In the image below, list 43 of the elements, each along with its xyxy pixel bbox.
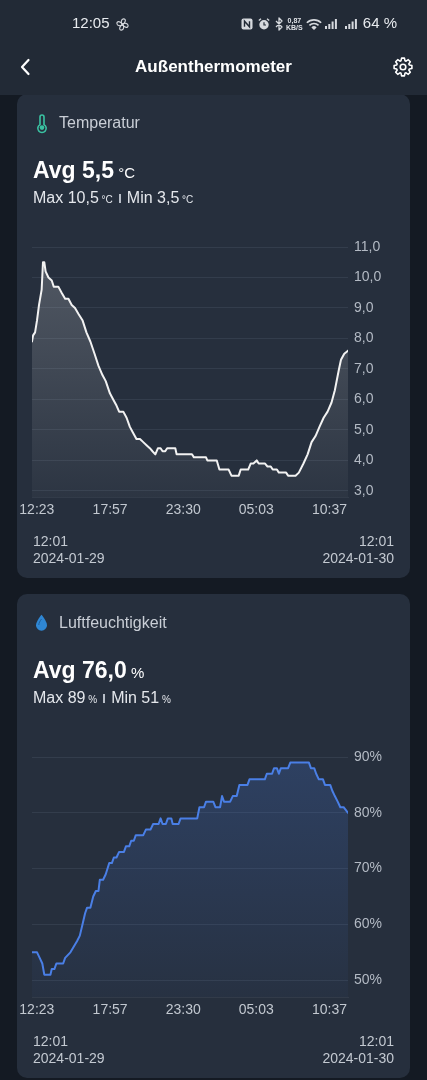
x-tick-label: 05:03 [238,1001,274,1018]
y-tick-label: 70% [354,859,383,876]
y-tick-label: 7,0 [354,359,374,376]
text: 12:01 [358,532,394,550]
text: 12:05 [72,14,110,32]
text: Min 51 % [111,689,171,706]
text: Avg 76,0 % [33,657,145,683]
x-tick-label: 10:37 [312,1001,348,1018]
y-tick-label: 9,0 [354,298,374,315]
text: Außenthermometer [134,57,293,78]
y-tick-label: 10,0 [354,268,382,285]
text: 64 % [362,14,397,32]
y-tick-label: 4,0 [354,451,374,468]
text: Max 89 % [33,689,98,706]
text: 12:01 [33,532,69,550]
text: 2024-01-29 [33,1049,105,1067]
y-tick-label: 8,0 [354,329,374,346]
text: Min 3,5 °C [126,189,194,206]
chart-title: Luftfeuchtigkeit [59,613,167,633]
y-tick-label: 6,0 [354,390,374,407]
x-tick-label: 17:57 [92,1001,128,1018]
x-tick-label: 23:30 [165,501,201,518]
text: Max 10,5 °C [33,189,113,206]
y-tick-label: 11,0 [354,237,381,254]
text: 2024-01-30 [322,1049,394,1067]
x-tick-label: 05:03 [238,501,274,518]
y-tick-label: 3,0 [354,481,374,498]
y-tick-label: 90% [354,747,383,764]
text: 2024-01-30 [322,549,394,567]
y-tick-label: 5,0 [354,420,374,437]
text: 12:01 [33,1032,69,1050]
y-tick-label: 50% [354,971,383,988]
x-tick-label: 12:23 [19,1001,55,1018]
x-tick-label: 17:57 [92,501,128,518]
y-tick-label: 80% [354,803,383,820]
x-tick-label: 10:37 [312,501,348,518]
chart-title: Temperatur [59,113,140,133]
x-tick-label: 12:23 [19,501,55,518]
text: 12:01 [358,1032,394,1050]
y-tick-label: 60% [354,915,383,932]
text: Avg 5,5 °C [33,157,135,183]
text: 2024-01-29 [33,549,105,567]
x-tick-label: 23:30 [165,1001,201,1018]
